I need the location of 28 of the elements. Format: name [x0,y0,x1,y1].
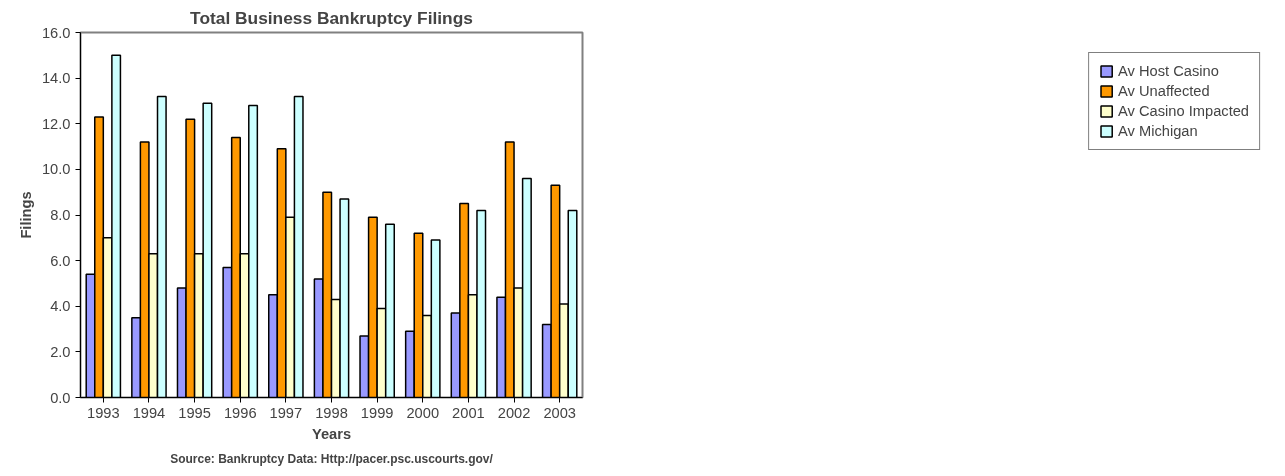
legend-label: Av Unaffected [1118,83,1210,99]
legend-label: Av Michigan [1118,123,1198,139]
x-tick-label: 1995 [178,404,211,421]
y-tick-label: 14.0 [41,70,71,87]
x-tick-label: 1999 [360,404,394,421]
y-tick-label: 2.0 [50,343,71,360]
chart-title: Total Business Bankruptcy Filings [190,7,473,28]
y-tick-label: 10.0 [41,161,71,178]
y-tick-label: 8.0 [50,207,71,223]
x-tick-label: 1998 [315,404,348,421]
x-tick-label: 1996 [223,404,257,421]
legend-label: Av Casino Impacted [1118,103,1249,119]
legend-label: Av Host Casino [1118,63,1219,79]
x-tick-label: 2000 [406,404,440,421]
y-tick-label: 6.0 [50,252,71,269]
x-axis-title: Years [311,425,352,442]
x-tick-label: 1994 [132,404,166,421]
source-note: Source: Bankruptcy Data: Http://pacer.psc.uscourts.gov/ [170,451,494,466]
x-tick-label: 1993 [87,404,120,421]
x-tick-label: 1997 [269,404,303,421]
y-tick-label: 16.0 [41,24,71,41]
y-tick-label: 0.0 [50,389,71,406]
x-tick-label: 2003 [543,404,576,421]
y-tick-label: 4.0 [50,298,71,315]
x-tick-label: 2001 [452,404,485,421]
x-tick-label: 2002 [497,404,531,421]
y-axis-title: Filings [17,191,34,239]
y-tick-label: 12.0 [41,115,71,132]
